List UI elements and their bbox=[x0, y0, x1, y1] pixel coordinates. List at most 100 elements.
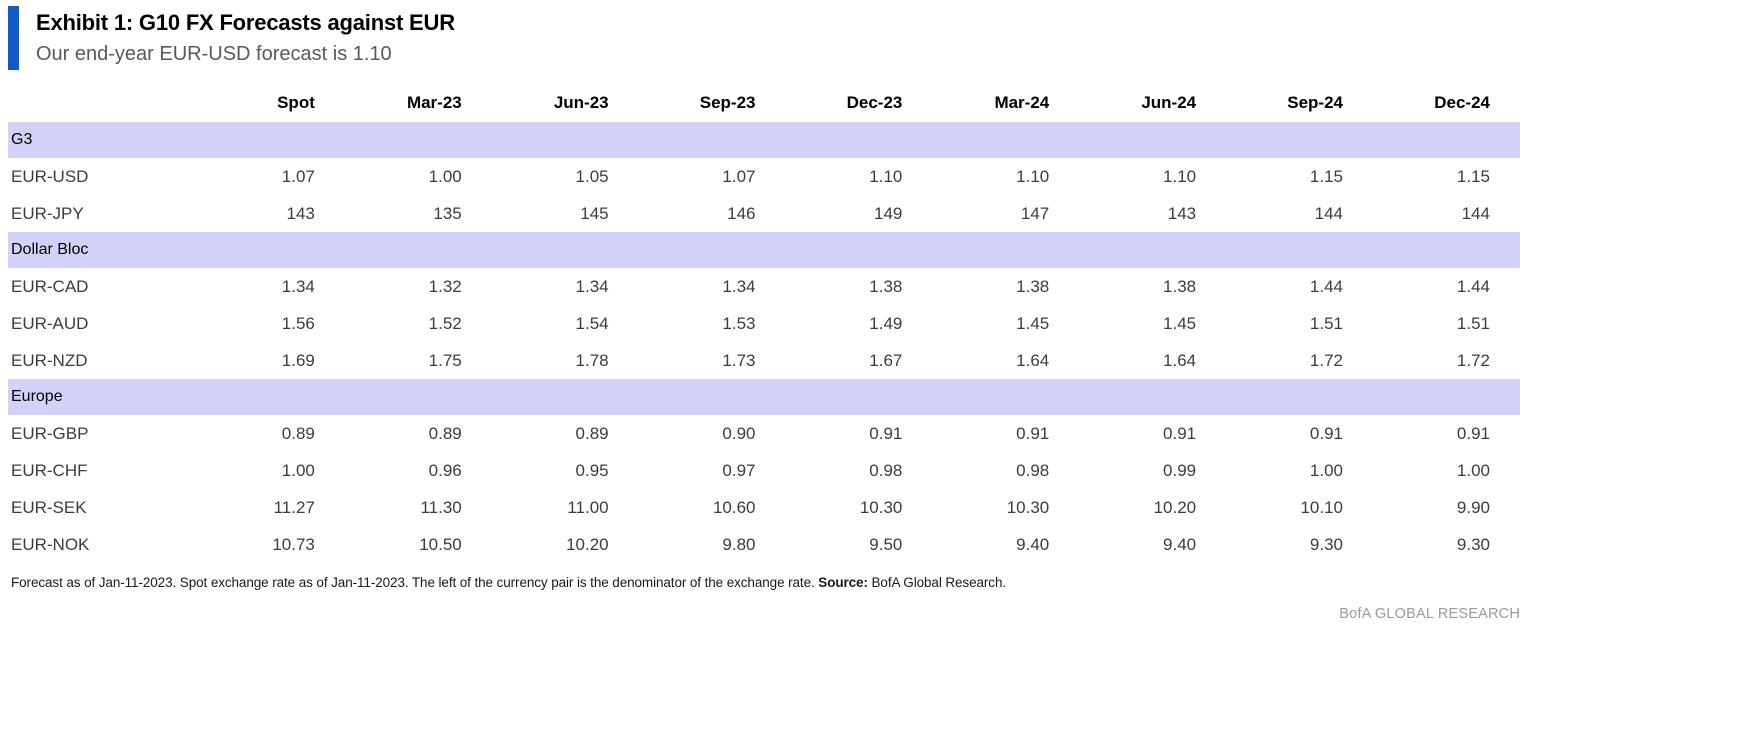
table-row: EUR-CHF 1.00 0.96 0.95 0.97 0.98 0.98 0.99 1.00 1… bbox=[8, 452, 1520, 489]
forecast-value: 1.75 bbox=[428, 350, 462, 370]
forecast-value: 0.97 bbox=[722, 460, 756, 480]
forecast-value: 9.90 bbox=[1456, 497, 1490, 517]
footnote-source-value: BofA Global Research. bbox=[867, 575, 1007, 590]
forecast-value: 10.50 bbox=[419, 534, 462, 554]
currency-pair-label: EUR-SEK bbox=[11, 497, 87, 517]
forecast-value: 1.10 bbox=[1163, 166, 1197, 186]
forecast-value: 1.07 bbox=[722, 166, 756, 186]
forecast-value: 1.10 bbox=[1016, 166, 1050, 186]
table-row: EUR-CAD 1.34 1.32 1.34 1.34 1.38 1.38 1.38 1.44 1… bbox=[8, 268, 1520, 305]
forecast-value: 145 bbox=[580, 203, 609, 223]
column-header-pair bbox=[8, 84, 198, 122]
forecast-value: 9.40 bbox=[1163, 534, 1197, 554]
forecast-value: 0.91 bbox=[1016, 423, 1050, 443]
column-header: Jun-24 bbox=[1141, 93, 1197, 112]
forecast-value: 0.98 bbox=[869, 460, 903, 480]
section-row: Europe bbox=[8, 379, 1520, 415]
currency-pair-label: EUR-CHF bbox=[11, 460, 88, 480]
exhibit-titles: Exhibit 1: G10 FX Forecasts against EUR … bbox=[36, 6, 455, 70]
forecast-value: 10.10 bbox=[1300, 497, 1343, 517]
currency-pair-label: EUR-CAD bbox=[11, 276, 89, 296]
forecast-value: 10.60 bbox=[712, 497, 756, 517]
table-body: G3 EUR-USD 1.07 1.00 1.05 1.07 1.10 1.10 1.10 1.1… bbox=[8, 122, 1520, 563]
forecast-value: 1.15 bbox=[1309, 166, 1343, 186]
table-row: EUR-AUD 1.56 1.52 1.54 1.53 1.49 1.45 1.45 1.51 1… bbox=[8, 305, 1520, 342]
table-row: EUR-SEK 11.27 11.30 11.00 10.60 10.30 10.30 10.… bbox=[8, 489, 1520, 526]
table-row: EUR-NZD 1.69 1.75 1.78 1.73 1.67 1.64 1.64 1.72 1… bbox=[8, 342, 1520, 379]
forecast-value: 10.73 bbox=[272, 534, 315, 554]
forecast-value: 1.45 bbox=[1016, 313, 1050, 333]
exhibit-header: Exhibit 1: G10 FX Forecasts against EUR … bbox=[8, 6, 1520, 70]
forecast-value: 11.30 bbox=[420, 497, 462, 517]
forecast-value: 1.52 bbox=[428, 313, 462, 333]
forecast-value: 149 bbox=[874, 203, 903, 223]
forecast-value: 1.07 bbox=[281, 166, 315, 186]
section-row: G3 bbox=[8, 122, 1520, 158]
forecast-value: 9.40 bbox=[1016, 534, 1050, 554]
footnote-source-label: Source: bbox=[818, 575, 868, 590]
forecast-value: 10.30 bbox=[1006, 497, 1050, 517]
brand-label: BofA GLOBAL RESEARCH bbox=[1339, 606, 1520, 622]
forecast-value: 1.00 bbox=[428, 166, 462, 186]
currency-pair-label: EUR-JPY bbox=[11, 203, 84, 223]
forecast-value: 147 bbox=[1020, 203, 1050, 223]
forecast-value: 1.32 bbox=[428, 276, 462, 296]
column-header: Jun-23 bbox=[553, 93, 609, 112]
forecast-value: 0.91 bbox=[1309, 423, 1343, 443]
section-label: G3 bbox=[8, 122, 1520, 158]
forecast-value: 1.54 bbox=[575, 313, 609, 333]
forecast-value: 0.95 bbox=[575, 460, 609, 480]
forecast-value: 0.98 bbox=[1016, 460, 1050, 480]
column-header: Spot bbox=[277, 93, 315, 112]
forecast-value: 9.30 bbox=[1309, 534, 1343, 554]
section-label: Europe bbox=[8, 379, 1520, 415]
exhibit-page: Exhibit 1: G10 FX Forecasts against EUR … bbox=[8, 6, 1520, 622]
forecast-value: 1.44 bbox=[1309, 276, 1343, 296]
currency-pair-label: EUR-NOK bbox=[11, 534, 90, 554]
table-row: EUR-GBP 0.89 0.89 0.89 0.90 0.91 0.91 0.91 0.91 0… bbox=[8, 415, 1520, 452]
currency-pair-label: EUR-GBP bbox=[11, 423, 89, 443]
forecast-value: 1.78 bbox=[575, 350, 609, 370]
forecast-value: 10.30 bbox=[859, 497, 903, 517]
exhibit-title: Exhibit 1: G10 FX Forecasts against EUR bbox=[36, 10, 455, 35]
forecast-value: 143 bbox=[1167, 203, 1197, 223]
forecast-value: 0.99 bbox=[1163, 460, 1197, 480]
footnote-text: Forecast as of Jan-11-2023. Spot exchang… bbox=[11, 575, 819, 590]
forecast-value: 1.05 bbox=[575, 166, 609, 186]
forecast-value: 146 bbox=[727, 203, 756, 223]
forecast-value: 143 bbox=[286, 203, 315, 223]
forecast-value: 0.91 bbox=[1456, 423, 1490, 443]
forecast-value: 1.38 bbox=[1016, 276, 1050, 296]
forecast-value: 144 bbox=[1314, 203, 1343, 223]
forecast-value: 1.64 bbox=[1163, 350, 1197, 370]
table-row: EUR-NOK 10.73 10.50 10.20 9.80 9.50 9.40 9.40 9.… bbox=[8, 526, 1520, 563]
currency-pair-label: EUR-USD bbox=[11, 166, 89, 186]
column-header: Mar-23 bbox=[406, 93, 462, 112]
forecast-value: 1.53 bbox=[722, 313, 756, 333]
currency-pair-label: EUR-NZD bbox=[11, 350, 88, 370]
forecast-value: 1.69 bbox=[281, 350, 315, 370]
forecast-value: 1.38 bbox=[1163, 276, 1197, 296]
footnote: Forecast as of Jan-11-2023. Spot exchang… bbox=[11, 575, 1520, 590]
forecast-value: 1.38 bbox=[869, 276, 903, 296]
exhibit-subtitle: Our end-year EUR-USD forecast is 1.10 bbox=[36, 43, 392, 65]
forecast-value: 1.56 bbox=[281, 313, 315, 333]
exhibit-content: Exhibit 1: G10 FX Forecasts against EUR … bbox=[8, 6, 1520, 622]
table-row: EUR-JPY 143 135 145 146 149 147 143 144 144 bbox=[8, 195, 1520, 232]
fx-forecast-table: Spot Mar-23 Jun-23 Sep-23 Dec-23 Mar-24 Jun-24… bbox=[8, 84, 1520, 563]
forecast-value: 9.80 bbox=[722, 534, 756, 554]
forecast-value: 1.45 bbox=[1163, 313, 1197, 333]
forecast-value: 0.89 bbox=[428, 423, 462, 443]
forecast-value: 11.00 bbox=[567, 497, 609, 517]
forecast-value: 1.64 bbox=[1016, 350, 1050, 370]
forecast-value: 1.73 bbox=[722, 350, 756, 370]
forecast-value: 1.44 bbox=[1456, 276, 1490, 296]
exhibit-accent-bar bbox=[8, 6, 19, 70]
forecast-value: 1.34 bbox=[722, 276, 756, 296]
forecast-value: 1.00 bbox=[281, 460, 315, 480]
forecast-value: 1.00 bbox=[1456, 460, 1490, 480]
section-row: Dollar Bloc bbox=[8, 232, 1520, 268]
forecast-value: 1.67 bbox=[869, 350, 903, 370]
forecast-value: 1.49 bbox=[869, 313, 903, 333]
column-header: Sep-23 bbox=[699, 93, 756, 112]
